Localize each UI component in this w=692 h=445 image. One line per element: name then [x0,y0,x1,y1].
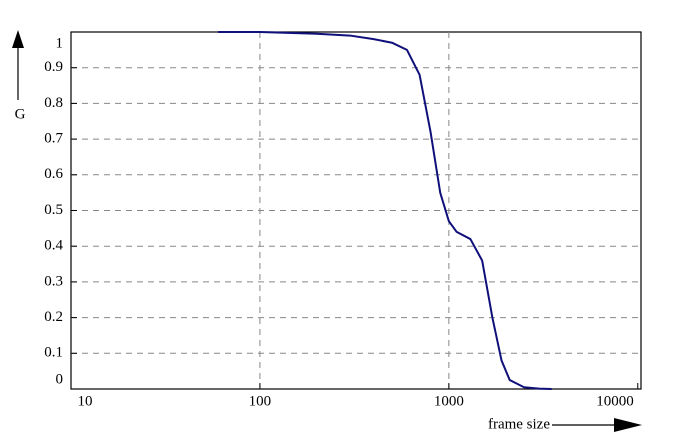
y-tick-label: 0.7 [44,131,63,147]
y-tick-label: 0 [56,371,64,387]
y-axis-arrowhead [12,30,24,48]
x-tick-label: 10000 [596,393,634,409]
y-tick-label: 0.6 [44,166,63,182]
y-tick-label: 0.3 [44,273,63,289]
y-tick-label: 0.8 [44,95,63,111]
y-tick-label: 0.9 [44,59,63,75]
data-line [218,31,552,390]
x-axis-label: frame size [488,416,550,432]
y-tick-label: 1 [56,35,64,51]
x-tick-label: 100 [249,393,272,409]
y-tick-label: 0.5 [44,202,63,218]
y-tick-label: 0.4 [44,238,63,254]
x-tick-label: 10 [78,393,93,409]
y-tick-label: 0.2 [44,309,63,325]
y-axis-label: G [15,106,26,122]
x-axis-arrowhead [614,418,642,432]
y-tick-label: 0.1 [44,345,63,361]
x-tick-label: 1000 [434,393,464,409]
